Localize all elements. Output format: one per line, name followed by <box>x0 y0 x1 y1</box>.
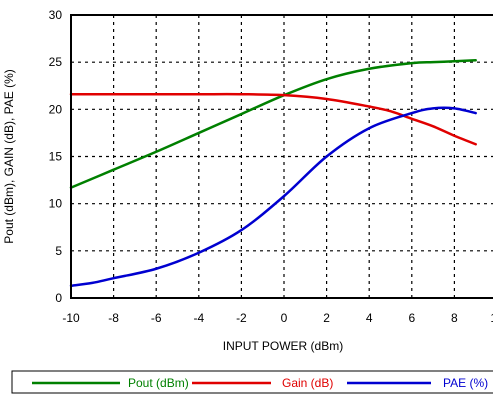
legend: Pout (dBm) Gain (dB) PAE (%) <box>32 376 488 390</box>
y-axis-title: Pout (dBm), GAIN (dB), PAE (%) <box>2 69 16 243</box>
y-tick-label: 0 <box>55 291 62 305</box>
y-tick-label: 20 <box>49 102 63 116</box>
series-lines <box>69 59 477 287</box>
y-tick-label: 10 <box>49 197 63 211</box>
y-tick-label: 5 <box>55 244 62 258</box>
x-tick-label: 2 <box>323 311 330 325</box>
x-tick-label: -8 <box>108 311 119 325</box>
legend-label-gain: Gain (dB) <box>282 376 333 390</box>
plot-frame <box>70 14 493 299</box>
x-tick-label: 0 <box>281 311 288 325</box>
y-tick-label: 25 <box>49 55 63 69</box>
x-tick-label: 8 <box>451 311 458 325</box>
x-tick-label: 4 <box>366 311 373 325</box>
x-tick-label: 10 <box>490 311 493 325</box>
legend-label-pout: Pout (dBm) <box>128 376 189 390</box>
x-tick-label: -10 <box>62 311 80 325</box>
grid <box>71 15 493 298</box>
x-tick-label: -2 <box>236 311 247 325</box>
x-tick-label: -4 <box>193 311 204 325</box>
y-tick-label: 30 <box>49 8 63 22</box>
tick-labels: -10 -8 -6 -4 -2 0 2 4 6 8 10 0 5 10 15 20 25 30 <box>49 8 493 325</box>
y-tick-label: 15 <box>49 150 63 164</box>
series-line-pout <box>69 59 477 189</box>
series-line-gain <box>69 92 477 146</box>
x-tick-label: -6 <box>151 311 162 325</box>
x-tick-label: 6 <box>408 311 415 325</box>
series-line-pae <box>69 106 477 287</box>
x-axis-title: INPUT POWER (dBm) <box>223 339 343 353</box>
legend-label-pae: PAE (%) <box>443 376 488 390</box>
